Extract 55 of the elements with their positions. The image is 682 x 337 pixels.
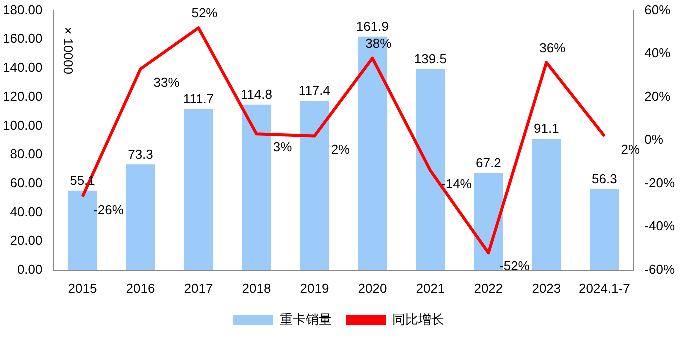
- data-label: 73.3: [128, 146, 154, 162]
- legend-label: 重卡销量: [280, 312, 332, 328]
- y2-tick-label: 20%: [644, 88, 672, 104]
- x-tick-label: 2016: [126, 280, 156, 296]
- data-label: 38%: [366, 36, 392, 51]
- x-tick-label: 2020: [358, 280, 388, 296]
- bar: [590, 189, 620, 270]
- y-tick-label: 140.00: [2, 60, 43, 76]
- y2-tick-label: 40%: [644, 46, 672, 61]
- data-label: 111.7: [183, 91, 214, 106]
- y-tick-label: 120.00: [2, 88, 43, 104]
- x-tick-label: 2018: [242, 280, 272, 296]
- legend-label: 同比增长: [392, 312, 444, 328]
- x-tick-label: 2017: [184, 280, 214, 296]
- y-tick-label: 80.00: [10, 146, 43, 162]
- data-label: 67.2: [476, 156, 502, 171]
- data-label: 36%: [540, 40, 566, 56]
- y-tick-label: 0.00: [17, 262, 43, 277]
- y-tick-label: 100.00: [2, 118, 43, 133]
- data-label: 139.5: [414, 51, 447, 66]
- x-tick-label: 2024.1-7: [578, 280, 630, 296]
- bar: [242, 104, 272, 270]
- x-tick-label: 2021: [416, 280, 446, 296]
- data-label: 3%: [273, 140, 293, 155]
- data-label: 56.3: [592, 171, 618, 186]
- x-tick-label: 2015: [68, 280, 98, 296]
- y2-tick-label: 0%: [644, 132, 664, 148]
- y-tick-label: 60.00: [10, 175, 43, 190]
- bar: [532, 139, 562, 270]
- y-axis-title: × 10000: [61, 27, 76, 74]
- data-label: 114.8: [240, 86, 273, 102]
- x-tick-label: 2019: [300, 280, 330, 296]
- y2-tick-label: 60%: [644, 2, 672, 18]
- y-tick-label: 40.00: [10, 204, 43, 220]
- y-tick-label: 20.00: [10, 233, 43, 248]
- y-tick-label: 180.00: [2, 2, 43, 18]
- data-label: 52%: [192, 6, 218, 21]
- bar: [126, 164, 156, 270]
- data-label: -26%: [94, 202, 124, 218]
- data-label: 2%: [331, 142, 351, 157]
- data-label: 117.4: [298, 83, 330, 98]
- bar: [184, 109, 214, 270]
- data-label: 33%: [154, 74, 180, 90]
- x-tick-label: 2022: [474, 280, 504, 296]
- data-label: -14%: [442, 176, 472, 192]
- data-label: 161.9: [356, 18, 389, 34]
- y2-tick-label: -60%: [644, 262, 676, 277]
- x-tick-label: 2023: [532, 280, 562, 296]
- data-label: -52%: [500, 258, 530, 274]
- y2-tick-label: -40%: [644, 218, 676, 234]
- data-label: 2%: [621, 142, 640, 157]
- data-label: 91.1: [534, 121, 560, 136]
- bar: [300, 101, 330, 270]
- y-tick-label: 160.00: [2, 31, 43, 46]
- y2-tick-label: -20%: [644, 175, 676, 190]
